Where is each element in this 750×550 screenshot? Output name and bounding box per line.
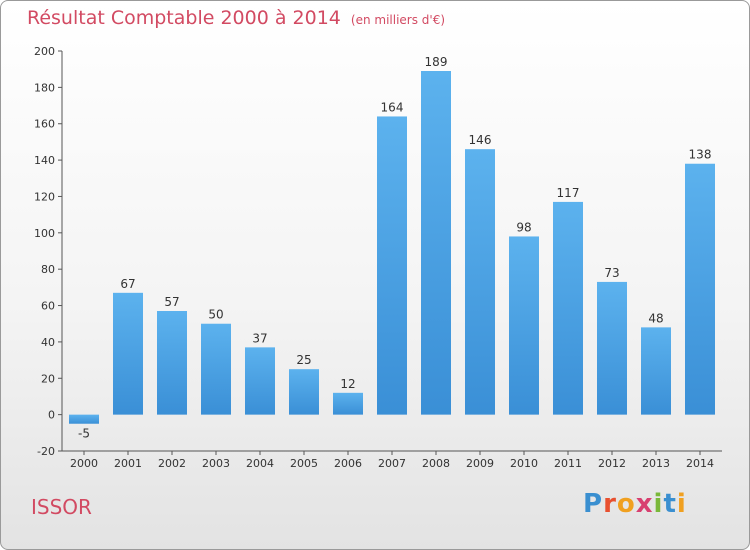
x-tick-label: 2013 [642, 457, 670, 470]
data-label: 57 [164, 295, 179, 309]
data-label: 164 [381, 100, 404, 114]
logo-letter: i [676, 489, 687, 519]
y-tick-label: 160 [34, 118, 55, 131]
title-block: Résultat Comptable 2000 à 2014 (en milli… [27, 7, 445, 29]
y-tick-label: 180 [34, 81, 55, 94]
data-label: 73 [604, 266, 619, 280]
data-label: 189 [425, 55, 448, 69]
x-tick-label: 2011 [554, 457, 582, 470]
data-label: 67 [120, 277, 135, 291]
data-label: 138 [689, 148, 712, 162]
y-tick-label: 20 [41, 372, 55, 385]
bar [113, 292, 143, 415]
chart-subtitle: (en milliers d'€) [350, 13, 446, 27]
x-tick-label: 2010 [510, 457, 538, 470]
x-tick-label: 2002 [158, 457, 186, 470]
y-tick-label: -20 [37, 445, 55, 458]
x-tick-label: 2005 [290, 457, 318, 470]
logo-letter: o [616, 489, 636, 519]
y-tick-label: 120 [34, 190, 55, 203]
logo-letter: r [603, 489, 617, 519]
logo-letter: i [653, 489, 664, 519]
y-tick-label: 60 [41, 300, 55, 313]
bar [245, 347, 275, 415]
data-label: 12 [340, 377, 355, 391]
data-label: 98 [516, 220, 531, 234]
bar [553, 201, 583, 415]
bar [201, 323, 231, 415]
x-tick-label: 2001 [114, 457, 142, 470]
x-tick-label: 2004 [246, 457, 274, 470]
x-tick-label: 2008 [422, 457, 450, 470]
y-tick-label: 200 [34, 45, 55, 58]
x-tick-label: 2006 [334, 457, 362, 470]
bar [509, 236, 539, 415]
x-tick-label: 2014 [686, 457, 714, 470]
bar [597, 281, 627, 415]
x-tick-label: 2012 [598, 457, 626, 470]
bar [289, 369, 319, 415]
x-tick-label: 2003 [202, 457, 230, 470]
bar [421, 71, 451, 415]
bar [685, 163, 715, 415]
data-label: 37 [252, 331, 267, 345]
logo-letter: x [635, 489, 654, 519]
y-tick-label: 80 [41, 263, 55, 276]
data-label: 146 [469, 133, 492, 147]
y-tick-label: 140 [34, 154, 55, 167]
x-tick-label: 2000 [70, 457, 98, 470]
x-tick-label: 2009 [466, 457, 494, 470]
data-label: 117 [557, 186, 580, 200]
bar [641, 327, 671, 415]
y-tick-label: 100 [34, 227, 55, 240]
data-label: 48 [648, 311, 663, 325]
bar [465, 149, 495, 415]
bar [69, 414, 99, 424]
logo-letter: t [663, 489, 677, 519]
data-label: 50 [208, 308, 223, 322]
y-tick-label: 40 [41, 336, 55, 349]
data-label: 25 [296, 353, 311, 367]
commune-name: ISSOR [31, 495, 92, 519]
data-label: -5 [78, 427, 90, 441]
bar [157, 311, 187, 415]
chart-title: Résultat Comptable 2000 à 2014 [27, 7, 341, 29]
logo-letter: P [583, 489, 604, 519]
x-tick-label: 2007 [378, 457, 406, 470]
proxiti-logo: Proxiti [583, 489, 687, 519]
y-tick-label: 0 [48, 409, 55, 422]
bar [333, 392, 363, 415]
bar [377, 116, 407, 415]
